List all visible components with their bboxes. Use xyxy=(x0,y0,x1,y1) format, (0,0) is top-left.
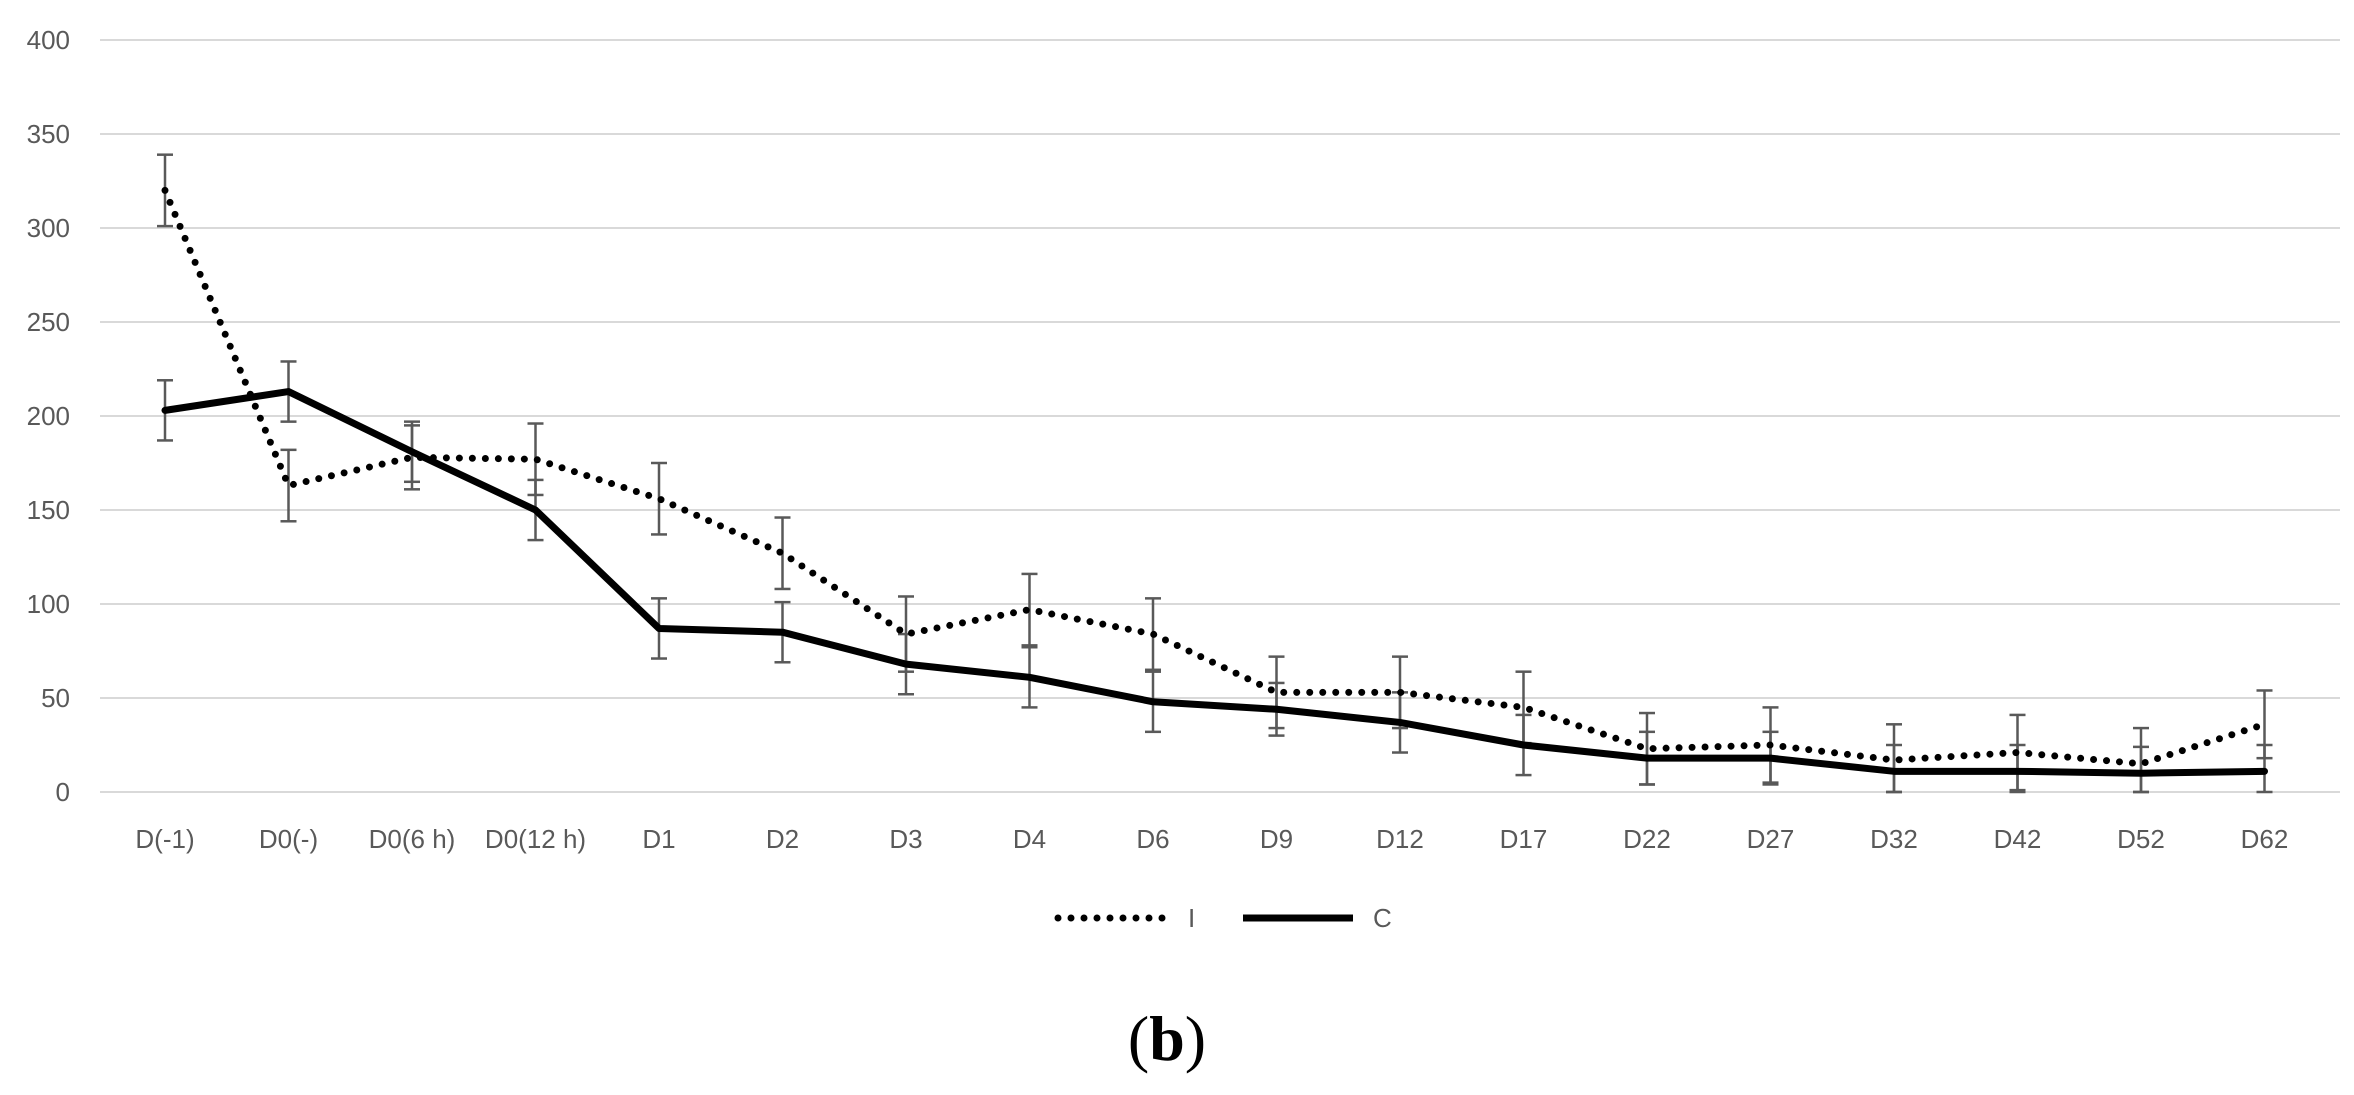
legend-item-i: I xyxy=(1054,903,1195,933)
x-tick-label: D0(-) xyxy=(259,824,318,854)
x-tick-label: D0(6 h) xyxy=(369,824,456,854)
x-tick-label: D(-1) xyxy=(135,824,194,854)
panel-label-letter: b xyxy=(1149,1003,1185,1074)
panel-label-open: ( xyxy=(1128,1003,1149,1074)
y-tick-label: 0 xyxy=(56,777,70,807)
x-tick-label: D0(12 h) xyxy=(485,824,586,854)
x-tick-label: D27 xyxy=(1747,824,1795,854)
y-tick-label: 400 xyxy=(27,25,70,55)
series-line-c xyxy=(161,388,2268,777)
x-tick-label: D17 xyxy=(1500,824,1548,854)
y-tick-label: 200 xyxy=(27,401,70,431)
legend-item-c: C xyxy=(1243,903,1392,933)
svg-text:(b): (b) xyxy=(1128,1003,1206,1074)
x-tick-label: D62 xyxy=(2241,824,2289,854)
panel-label: (b) xyxy=(1128,1003,1206,1074)
x-axis-tick-labels: D(-1) D0(-) D0(6 h) D0(12 h) D1 D2 D3 D4 D6 D9 D12… xyxy=(135,824,2288,854)
x-tick-label: D32 xyxy=(1870,824,1918,854)
x-tick-label: D1 xyxy=(642,824,675,854)
x-tick-label: D42 xyxy=(1994,824,2042,854)
x-tick-label: D9 xyxy=(1260,824,1293,854)
x-tick-label: D52 xyxy=(2117,824,2165,854)
x-tick-label: D4 xyxy=(1013,824,1046,854)
error-bar-c xyxy=(2133,745,2149,794)
panel-label-close: ) xyxy=(1185,1003,1206,1074)
legend-label: I xyxy=(1188,903,1195,933)
x-tick-label: D22 xyxy=(1623,824,1671,854)
x-tick-label: D6 xyxy=(1136,824,1169,854)
y-tick-label: 250 xyxy=(27,307,70,337)
y-tick-label: 350 xyxy=(27,119,70,149)
error-bar-i xyxy=(280,448,297,523)
y-tick-label: 100 xyxy=(27,589,70,619)
x-tick-label: D3 xyxy=(889,824,922,854)
y-tick-label: 300 xyxy=(27,213,70,243)
y-tick-label: 50 xyxy=(41,683,70,713)
legend-label: C xyxy=(1373,903,1392,933)
x-tick-label: D12 xyxy=(1376,824,1424,854)
y-tick-label: 150 xyxy=(27,495,70,525)
series-lines xyxy=(161,186,2268,777)
grid-lines xyxy=(100,39,2340,793)
y-axis-tick-labels: 0 50 100 150 200 250 300 350 400 xyxy=(27,25,70,807)
error-bars xyxy=(157,153,2273,794)
series-line-i xyxy=(161,186,2268,768)
x-tick-label: D2 xyxy=(766,824,799,854)
